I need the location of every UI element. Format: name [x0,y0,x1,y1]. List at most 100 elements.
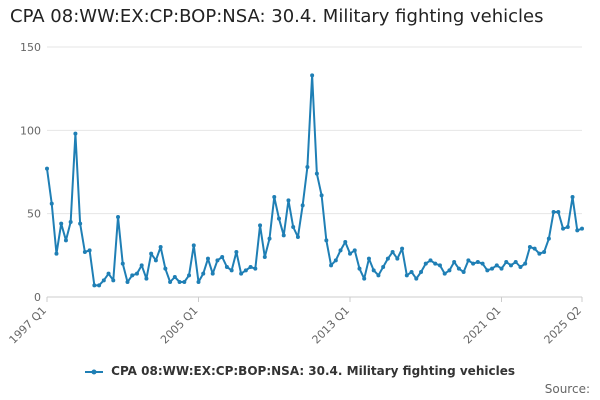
data-point[interactable] [475,260,480,264]
data-point[interactable] [262,255,267,259]
data-point[interactable] [205,256,210,261]
data-point[interactable] [116,215,121,219]
data-point[interactable] [561,226,566,231]
data-point[interactable] [248,265,253,269]
data-point[interactable] [201,271,206,276]
data-point[interactable] [575,228,580,233]
data-point[interactable] [551,210,556,214]
data-point[interactable] [471,261,476,266]
data-point[interactable] [366,256,371,261]
data-point[interactable] [106,271,111,276]
data-point[interactable] [409,270,414,274]
data-point[interactable] [485,268,490,273]
data-point[interactable] [466,258,471,263]
data-point[interactable] [310,73,315,78]
data-point[interactable] [518,265,523,269]
data-point[interactable] [433,261,438,266]
data-point[interactable] [54,251,59,256]
data-point[interactable] [234,250,239,254]
data-point[interactable] [300,203,305,208]
data-point[interactable] [381,265,386,269]
data-point[interactable] [177,280,182,284]
data-point[interactable] [139,263,144,268]
data-point[interactable] [73,131,78,136]
data-point[interactable] [78,221,83,226]
data-point[interactable] [428,258,433,263]
data-point[interactable] [286,198,291,203]
data-point[interactable] [565,225,570,229]
data-point[interactable] [272,195,277,199]
data-point[interactable] [63,238,68,243]
data-point[interactable] [329,263,334,268]
data-point[interactable] [239,271,244,276]
data-point[interactable] [508,263,513,268]
data-point[interactable] [229,268,234,273]
data-point[interactable] [385,256,390,261]
data-point[interactable] [371,268,376,273]
data-point[interactable] [253,266,258,271]
data-point[interactable] [153,258,158,263]
data-point[interactable] [87,248,92,253]
data-point[interactable] [400,246,405,251]
data-point[interactable] [276,216,281,221]
legend[interactable]: CPA 08:WW:EX:CP:BOP:NSA: 30.4. Military … [0,364,600,378]
data-point[interactable] [513,260,518,264]
data-point[interactable] [570,195,575,199]
data-point[interactable] [224,265,229,269]
data-point[interactable] [281,233,286,238]
data-point[interactable] [404,273,409,278]
data-point[interactable] [319,193,324,198]
data-point[interactable] [295,235,300,239]
data-point[interactable] [45,166,49,171]
data-point[interactable] [59,221,64,226]
data-point[interactable] [556,210,561,214]
data-point[interactable] [423,261,428,266]
data-point[interactable] [532,246,537,251]
data-point[interactable] [348,251,353,256]
data-point[interactable] [168,280,173,284]
data-point[interactable] [111,278,116,283]
data-point[interactable] [144,276,149,281]
data-point[interactable] [419,270,424,274]
data-point[interactable] [395,256,400,261]
data-point[interactable] [362,276,367,281]
data-point[interactable] [305,165,310,169]
data-point[interactable] [130,273,135,278]
data-point[interactable] [314,171,319,176]
data-point[interactable] [267,236,272,241]
data-point[interactable] [537,251,542,256]
data-point[interactable] [542,250,547,254]
data-point[interactable] [149,251,154,256]
data-point[interactable] [210,271,215,276]
data-point[interactable] [134,271,139,276]
data-point[interactable] [158,245,163,249]
data-point[interactable] [414,276,419,281]
data-point[interactable] [523,261,528,266]
data-point[interactable] [258,223,263,228]
data-point[interactable] [338,248,343,253]
data-point[interactable] [82,250,87,254]
data-point[interactable] [504,260,509,264]
data-point[interactable] [461,270,466,274]
data-point[interactable] [220,255,225,259]
data-point[interactable] [343,240,348,244]
data-point[interactable] [333,258,338,263]
data-point[interactable] [68,220,73,224]
data-point[interactable] [447,268,452,273]
data-point[interactable] [480,261,485,266]
series-line[interactable] [46,74,583,287]
data-point[interactable] [125,280,130,284]
data-point[interactable] [49,201,54,206]
data-point[interactable] [172,275,177,279]
data-point[interactable] [390,250,395,254]
data-point[interactable] [215,258,220,263]
data-point[interactable] [324,238,329,243]
data-point[interactable] [120,261,125,266]
series[interactable] [45,73,584,288]
data-point[interactable] [187,273,192,278]
data-point[interactable] [243,268,248,273]
data-point[interactable] [437,263,442,268]
data-point[interactable] [357,266,362,271]
data-point[interactable] [499,266,504,271]
data-point[interactable] [163,266,168,271]
